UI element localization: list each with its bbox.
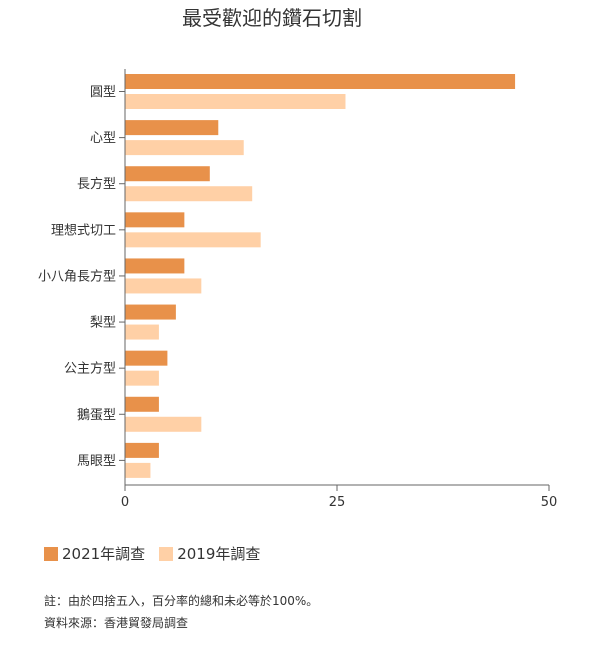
x-tick-label: 0 <box>121 495 129 510</box>
bar-2021[interactable] <box>125 166 210 182</box>
y-tick-label: 長方型 <box>77 176 116 192</box>
bar-2019[interactable] <box>125 324 159 340</box>
bar-2021[interactable] <box>125 396 159 412</box>
bar-2019[interactable] <box>125 94 346 109</box>
source-note: 資料來源：香港貿發局調查 <box>44 616 189 630</box>
y-tick-label: 公主方型 <box>64 361 116 377</box>
bar-2021[interactable] <box>125 212 185 228</box>
bar-2019[interactable] <box>125 140 244 156</box>
bar-2019[interactable] <box>125 370 159 386</box>
x-tick-label: 25 <box>329 495 346 510</box>
bar-2021[interactable] <box>125 120 219 136</box>
y-tick-label: 小八角長方型 <box>38 268 116 284</box>
legend-swatch-2021 <box>44 546 58 561</box>
bar-2019[interactable] <box>125 462 151 478</box>
chart-title: 最受歡迎的鑽石切割 <box>182 6 362 30</box>
x-tick-label: 50 <box>541 495 558 510</box>
y-tick-label: 鵝蛋型 <box>77 408 116 423</box>
bar-2021[interactable] <box>125 442 159 458</box>
bar-2021[interactable] <box>125 258 185 274</box>
bar-2019[interactable] <box>125 186 253 202</box>
legend-item-2019[interactable]: 2019年調查 <box>159 543 260 564</box>
bar-2021[interactable] <box>125 350 168 366</box>
y-tick-label: 理想式切工 <box>51 222 116 238</box>
legend: 2021年調查 2019年調查 <box>44 543 274 564</box>
bar-2019[interactable] <box>125 416 202 432</box>
legend-label-2021: 2021年調查 <box>62 545 146 563</box>
bar-2021[interactable] <box>125 74 516 89</box>
bar-2019[interactable] <box>125 232 261 248</box>
bar-2021[interactable] <box>125 304 176 320</box>
y-tick-label: 梨型 <box>90 316 116 331</box>
y-tick-label: 圓型 <box>90 85 116 100</box>
y-tick-label: 心型 <box>90 131 116 146</box>
legend-item-2021[interactable]: 2021年調查 <box>44 543 145 564</box>
legend-swatch-2019 <box>159 546 174 561</box>
bar-2019[interactable] <box>125 278 202 294</box>
legend-label-2019: 2019年調查 <box>177 545 261 563</box>
rounding-note: 註：由於四捨五入，百分率的總和未必等於100%。 <box>44 594 319 608</box>
y-tick-label: 馬眼型 <box>77 454 116 469</box>
